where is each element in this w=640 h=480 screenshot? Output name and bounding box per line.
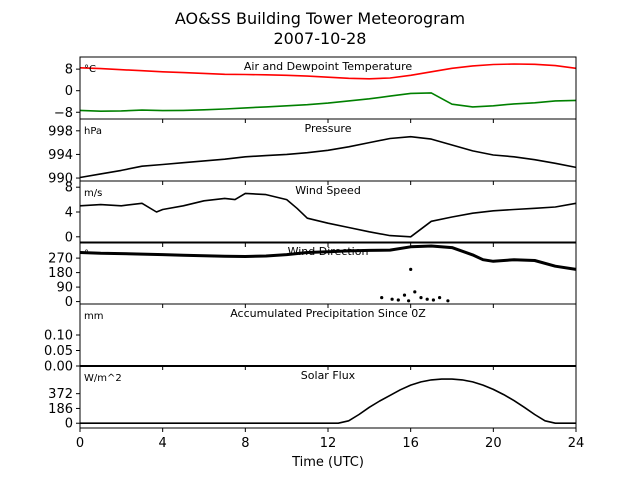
x-tick-label: 8	[241, 436, 249, 451]
wind-direction-point	[396, 298, 400, 302]
wind-direction-point	[402, 293, 407, 297]
temperature-series-line	[79, 63, 577, 80]
x-tick-label: 16	[402, 436, 419, 451]
y-tick-label: 372	[48, 387, 73, 402]
y-tick-label: 990	[48, 172, 73, 187]
chart-subtitle: 2007-10-28	[274, 29, 367, 48]
wind-direction-point	[431, 298, 435, 302]
panel-unit: W/m^2	[84, 373, 122, 384]
pressure-series-line	[79, 135, 577, 179]
wind-direction-point	[419, 296, 423, 300]
y-tick-label: 4	[65, 206, 73, 221]
panel-title: Accumulated Precipitation Since 0Z	[230, 307, 426, 320]
temperature-series-line	[79, 92, 577, 112]
y-tick-label: 0	[65, 84, 73, 99]
panels: 8 0 −8 Air and Dewpoint Temperature °C 998 994…	[44, 56, 577, 432]
wind_speed-series-line	[79, 192, 577, 238]
panel-temperature: 8 0 −8 Air and Dewpoint Temperature °C	[54, 56, 577, 123]
y-tick-label: 8	[65, 181, 73, 196]
wind-direction-point	[425, 297, 429, 301]
y-tick-label: 0	[65, 417, 73, 432]
chart-title: AO&SS Building Tower Meteorogram	[175, 9, 465, 28]
y-tick-label: 998	[48, 124, 73, 139]
y-tick-label: 994	[48, 148, 73, 163]
wind-direction-point	[413, 290, 417, 294]
panel-unit: °	[84, 249, 89, 260]
y-tick-label: 90	[56, 281, 73, 296]
wind-direction-point	[407, 299, 411, 303]
y-tick-label: 8	[65, 63, 73, 78]
wind_direction-series-line	[79, 244, 577, 271]
panel-unit: hPa	[84, 126, 102, 137]
wind-direction-point	[390, 297, 394, 301]
y-tick-label: 0.00	[44, 360, 73, 375]
y-tick-label: 0.10	[44, 329, 73, 344]
y-tick-label: 0	[65, 230, 73, 245]
panel-pressure: 998 994 990 Pressure hPa	[48, 118, 577, 187]
panel-title: Solar Flux	[301, 369, 356, 382]
x-axis: 0 4 8 12 16 20 24	[76, 436, 584, 451]
wind-direction-point	[446, 299, 450, 303]
panel-unit: mm	[84, 311, 103, 322]
wind-direction-point	[380, 296, 384, 300]
x-tick-label: 0	[76, 436, 84, 451]
y-tick-label: 270	[48, 252, 73, 267]
x-tick-label: 12	[320, 436, 337, 451]
panel-title: Pressure	[305, 122, 352, 135]
panel-unit: m/s	[84, 188, 102, 199]
wind-direction-point	[438, 296, 442, 300]
panel-title: Wind Direction	[288, 245, 369, 258]
panel-title: Wind Speed	[295, 184, 361, 197]
x-tick-label: 4	[159, 436, 167, 451]
panel-wind_speed: 8 4 0 Wind Speed m/s	[65, 180, 577, 247]
x-axis-label: Time (UTC)	[291, 455, 364, 470]
solar_flux-series-line	[80, 378, 576, 425]
x-tick-label: 24	[568, 436, 585, 451]
y-tick-label: 180	[48, 266, 73, 281]
y-tick-label: 186	[48, 402, 73, 417]
y-tick-label: 0.05	[44, 344, 73, 359]
panel-unit: °C	[84, 64, 96, 75]
panel-precipitation: 0.100.050.00 Accumulated Precipitation Si…	[44, 303, 577, 375]
x-tick-label: 20	[485, 436, 502, 451]
panel-title: Air and Dewpoint Temperature	[244, 60, 412, 73]
y-tick-label: 0	[65, 295, 73, 310]
y-tick-label: −8	[54, 106, 73, 121]
wind-direction-point	[409, 267, 413, 271]
